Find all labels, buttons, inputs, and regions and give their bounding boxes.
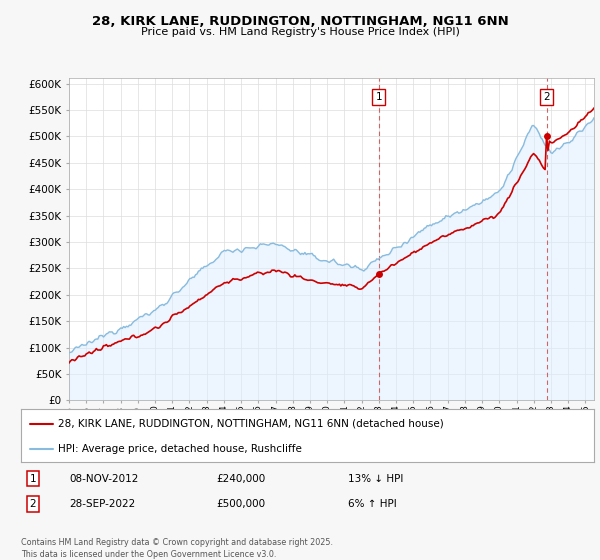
Text: 28-SEP-2022: 28-SEP-2022	[69, 499, 135, 509]
Text: Price paid vs. HM Land Registry's House Price Index (HPI): Price paid vs. HM Land Registry's House …	[140, 27, 460, 37]
Text: HPI: Average price, detached house, Rushcliffe: HPI: Average price, detached house, Rush…	[58, 444, 302, 454]
Text: 1: 1	[376, 92, 382, 102]
Text: 13% ↓ HPI: 13% ↓ HPI	[348, 474, 403, 484]
Text: 28, KIRK LANE, RUDDINGTON, NOTTINGHAM, NG11 6NN (detached house): 28, KIRK LANE, RUDDINGTON, NOTTINGHAM, N…	[58, 419, 444, 429]
Text: £240,000: £240,000	[216, 474, 265, 484]
Text: 2: 2	[544, 92, 550, 102]
Text: £500,000: £500,000	[216, 499, 265, 509]
Text: 6% ↑ HPI: 6% ↑ HPI	[348, 499, 397, 509]
Text: 1: 1	[29, 474, 37, 484]
Text: 2: 2	[29, 499, 37, 509]
Text: 08-NOV-2012: 08-NOV-2012	[69, 474, 139, 484]
Text: Contains HM Land Registry data © Crown copyright and database right 2025.
This d: Contains HM Land Registry data © Crown c…	[21, 538, 333, 559]
Text: 28, KIRK LANE, RUDDINGTON, NOTTINGHAM, NG11 6NN: 28, KIRK LANE, RUDDINGTON, NOTTINGHAM, N…	[92, 15, 508, 27]
